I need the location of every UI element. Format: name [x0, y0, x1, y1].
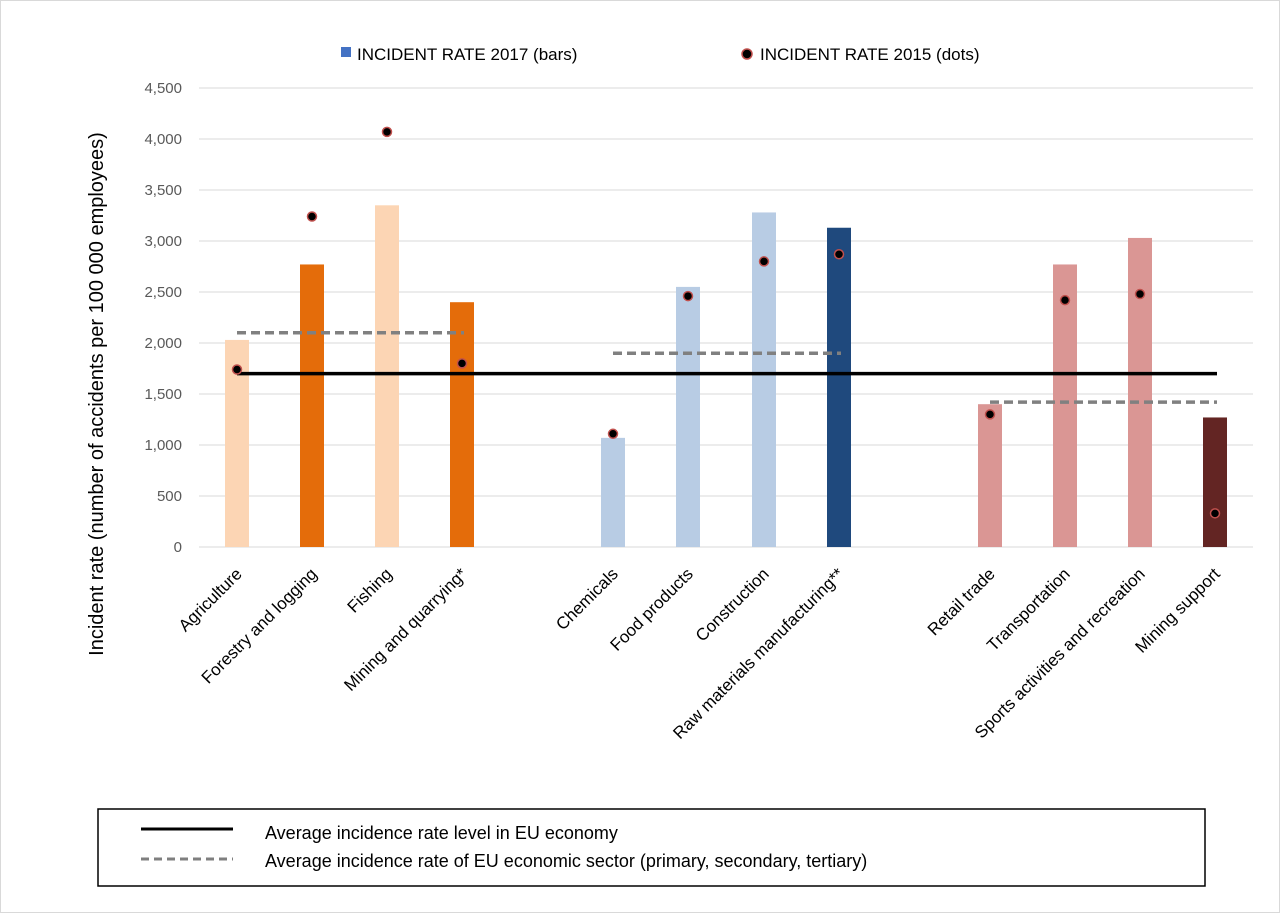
- y-tick-label: 4,000: [144, 131, 182, 148]
- legend-bottom: Average incidence rate level in EU econo…: [97, 808, 1206, 887]
- legend-dots-label: INCIDENT RATE 2015 (dots): [760, 45, 980, 64]
- category-label: Fishing: [344, 564, 396, 616]
- dot: [607, 428, 619, 440]
- gridlines: [199, 87, 1253, 548]
- y-tick-label: 1,500: [144, 386, 182, 403]
- bar: [300, 264, 324, 547]
- y-tick-label: 2,500: [144, 284, 182, 301]
- y-tick-labels: 0 500 1,000 1,500 2,000 2,500 3,000 3,500 4,000 4…: [144, 80, 182, 556]
- average-lines: [237, 331, 1217, 404]
- dots-2015: [231, 126, 1221, 519]
- y-axis-label: Incident rate (number of accidents per 1…: [86, 132, 108, 656]
- bar: [676, 286, 700, 547]
- y-tick-label: 0: [174, 539, 182, 556]
- dot: [1134, 288, 1146, 300]
- category-label: Agriculture: [175, 564, 246, 635]
- bar: [450, 302, 474, 547]
- legend-solid-label: Average incidence rate level in EU econo…: [265, 823, 618, 843]
- dot: [1059, 294, 1071, 306]
- dot: [833, 249, 845, 260]
- dot: [231, 364, 243, 375]
- dot: [1209, 508, 1221, 519]
- bar: [1128, 237, 1152, 547]
- dot: [456, 358, 468, 369]
- category-label: Chemicals: [552, 564, 622, 634]
- legend-bars-label: INCIDENT RATE 2017 (bars): [357, 45, 577, 64]
- y-tick-label: 3,000: [144, 233, 182, 250]
- bar: [375, 205, 399, 548]
- bar: [601, 437, 625, 547]
- bar: [978, 404, 1002, 547]
- dot: [682, 290, 694, 302]
- dot: [381, 126, 393, 138]
- y-tick-label: 500: [157, 488, 182, 505]
- dot: [984, 409, 996, 420]
- category-label: Retail trade: [924, 564, 999, 639]
- legend-bottom-box: [97, 808, 1206, 887]
- y-tick-label: 2,000: [144, 335, 182, 352]
- bar: [1053, 264, 1077, 547]
- legend-dots-swatch: [741, 48, 753, 60]
- y-tick-label: 1,000: [144, 437, 182, 454]
- category-label: Construction: [692, 564, 773, 645]
- bar: [752, 212, 776, 547]
- legend-dashed-label: Average incidence rate of EU economic se…: [265, 851, 867, 871]
- y-tick-label: 4,500: [144, 80, 182, 97]
- legend-top: INCIDENT RATE 2017 (bars) INCIDENT RATE …: [341, 45, 980, 64]
- dot: [306, 211, 318, 222]
- bar: [1203, 417, 1227, 547]
- legend-bars-swatch: [341, 47, 351, 57]
- category-label: Mining and quarrying*: [340, 564, 471, 695]
- y-tick-label: 3,500: [144, 182, 182, 199]
- dot: [758, 256, 770, 267]
- bar: [827, 227, 851, 548]
